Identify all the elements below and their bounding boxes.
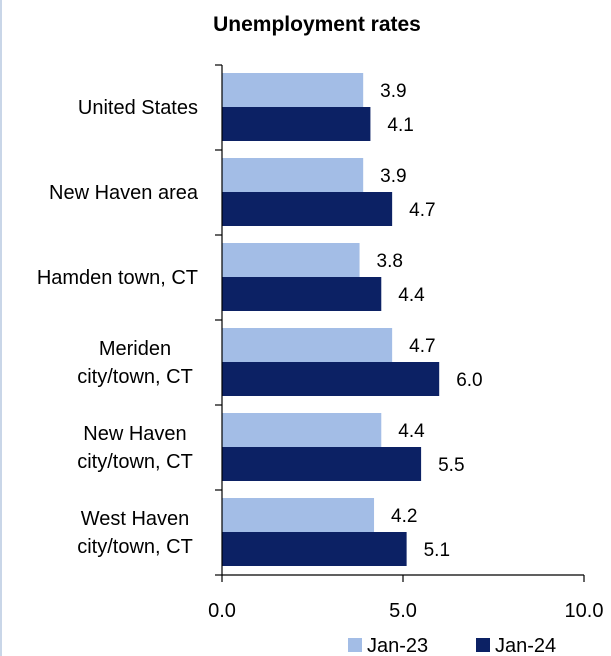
data-label-jan-23-2: 3.8 bbox=[377, 251, 403, 272]
bar-jan-23-1 bbox=[222, 158, 364, 192]
legend-label-jan-24: Jan-24 bbox=[495, 635, 556, 656]
category-label-0-line-0: United States bbox=[78, 97, 198, 119]
data-label-jan-24-5: 5.1 bbox=[424, 540, 450, 561]
category-label-4-line-1: city/town, CT bbox=[77, 451, 193, 473]
chart-title: Unemployment rates bbox=[213, 13, 421, 36]
data-label-jan-23-1: 3.9 bbox=[380, 166, 406, 187]
bar-jan-24-2 bbox=[222, 277, 382, 311]
legend-swatch-jan-24 bbox=[476, 638, 490, 652]
category-label-2-line-0: Hamden town, CT bbox=[37, 267, 198, 289]
bar-jan-23-3 bbox=[222, 328, 393, 362]
data-label-jan-24-1: 4.7 bbox=[409, 200, 435, 221]
x-tick-label-2: 10.0 bbox=[565, 600, 604, 622]
legend: Jan-23 Jan-24 bbox=[348, 635, 556, 656]
axes-layer: 0.0 5.0 10.0 bbox=[208, 64, 604, 622]
bar-jan-24-5 bbox=[222, 532, 407, 566]
data-label-jan-24-0: 4.1 bbox=[387, 115, 413, 136]
x-tick-label-0: 0.0 bbox=[208, 600, 236, 622]
bar-jan-24-3 bbox=[222, 362, 440, 396]
data-label-jan-23-5: 4.2 bbox=[391, 506, 417, 527]
data-label-jan-24-2: 4.4 bbox=[398, 285, 425, 306]
category-label-5-line-0: West Haven bbox=[81, 508, 190, 530]
bar-jan-24-4 bbox=[222, 447, 422, 481]
bar-jan-23-0 bbox=[222, 73, 364, 107]
category-label-3-line-1: city/town, CT bbox=[77, 366, 193, 388]
data-label-jan-24-3: 6.0 bbox=[456, 370, 482, 391]
x-tick-label-1: 5.0 bbox=[389, 600, 417, 622]
data-label-jan-23-0: 3.9 bbox=[380, 81, 406, 102]
data-label-jan-24-4: 5.5 bbox=[438, 455, 464, 476]
bar-jan-23-2 bbox=[222, 243, 360, 277]
category-label-4-line-0: New Haven bbox=[83, 423, 186, 445]
bar-jan-23-4 bbox=[222, 413, 382, 447]
category-label-5-line-1: city/town, CT bbox=[77, 536, 193, 558]
category-label-3-line-0: Meriden bbox=[99, 338, 171, 360]
bar-jan-24-0 bbox=[222, 107, 371, 141]
bars-layer bbox=[222, 73, 440, 566]
legend-swatch-jan-23 bbox=[348, 638, 362, 652]
legend-label-jan-23: Jan-23 bbox=[367, 635, 428, 656]
category-label-1-line-0: New Haven area bbox=[49, 182, 199, 204]
data-label-jan-23-3: 4.7 bbox=[409, 336, 435, 357]
bar-jan-24-1 bbox=[222, 192, 393, 226]
data-label-jan-23-4: 4.4 bbox=[398, 421, 425, 442]
bar-jan-23-5 bbox=[222, 498, 375, 532]
